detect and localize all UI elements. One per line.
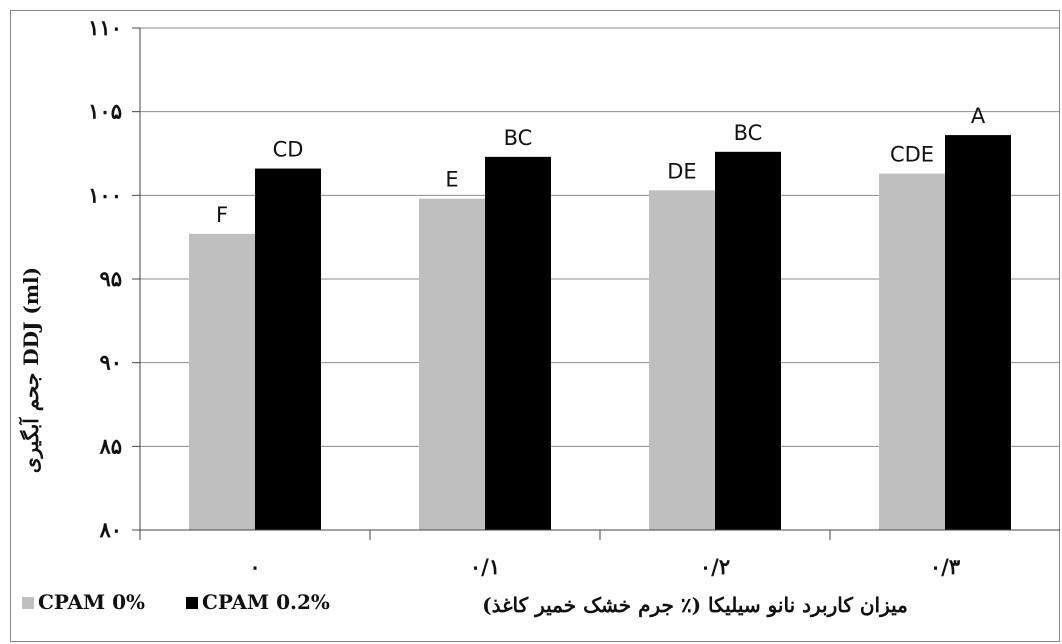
bar-cpam-0 — [189, 233, 255, 530]
bar-data-label: CDE — [890, 143, 934, 167]
x-tick-label: ۰/۳ — [930, 554, 961, 579]
bar-data-label: F — [216, 203, 228, 227]
x-tick-label: ۰/۲ — [700, 554, 730, 579]
bar-cpam-0-2 — [485, 156, 551, 530]
x-tick-label: ۰ — [249, 554, 260, 579]
bar-cpam-0 — [649, 190, 715, 530]
axes-layer — [132, 27, 1060, 540]
bar-cpam-0-2 — [715, 151, 781, 530]
bar-cpam-0-2 — [255, 168, 321, 530]
legend-label-cpam-0: CPAM 0% — [38, 590, 145, 614]
bar-cpam-0 — [879, 173, 945, 530]
bar-data-label: BC — [504, 126, 533, 150]
bar-data-label: BC — [734, 121, 763, 145]
bar-cpam-0-2 — [945, 135, 1011, 531]
bars-layer — [189, 135, 1011, 531]
y-tick-label: ۱۰۵ — [88, 99, 122, 124]
bar-data-label: A — [971, 104, 986, 128]
y-axis-title: جحم آبگیری DDJ (ml) — [18, 267, 44, 473]
legend-swatch-cpam-0 — [22, 597, 34, 609]
y-tick-label: ۱۰۰ — [88, 182, 122, 207]
legend: CPAM 0% CPAM 0.2% — [22, 590, 330, 614]
x-axis-title: میزان کاربرد نانو سیلیکا (٪ جرم خشک خمیر… — [482, 593, 908, 618]
x-tick-label: ۰/۱ — [470, 554, 500, 579]
labels-layer: ۸۰ ۸۵ ۹۰ ۹۵ ۱۰۰ ۱۰۵ ۱۱۰ ۰ F CD ۰/۱ E BC ۰/۲ DE BC ۰/۳ CDE… — [88, 15, 986, 579]
y-tick-label: ۱۱۰ — [88, 15, 122, 40]
y-tick-label: ۸۵ — [98, 433, 122, 458]
legend-swatch-cpam-0-2 — [186, 597, 198, 609]
y-tick-label: ۸۰ — [98, 517, 122, 542]
bar-cpam-0 — [419, 198, 485, 530]
bar-data-label: CD — [273, 138, 304, 162]
y-tick-label: ۹۰ — [99, 350, 122, 375]
y-tick-label: ۹۵ — [99, 266, 122, 291]
bar-data-label: E — [445, 168, 458, 192]
bar-data-label: DE — [667, 159, 696, 183]
legend-label-cpam-0-2: CPAM 0.2% — [202, 590, 330, 614]
